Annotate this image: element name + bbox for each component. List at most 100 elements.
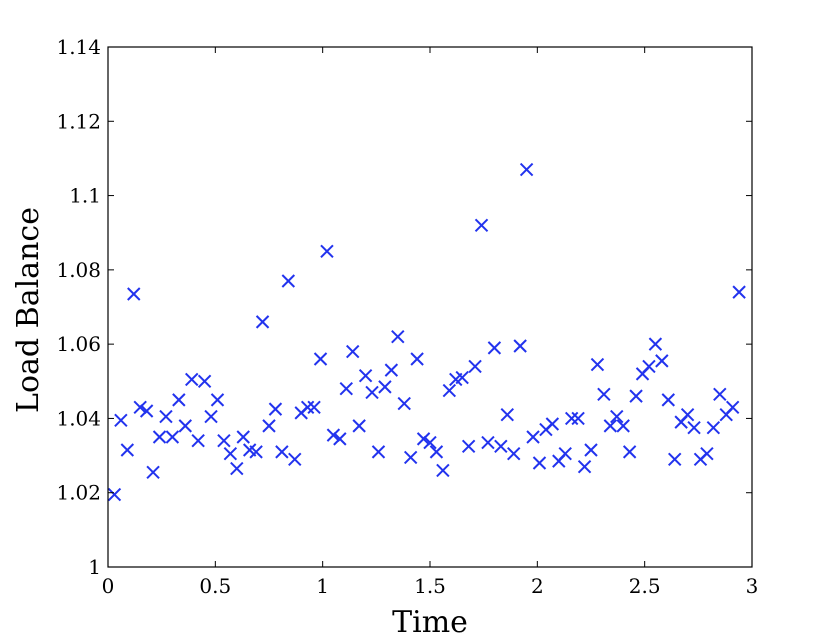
scatter-points: [107, 162, 746, 502]
data-point: [114, 413, 128, 427]
data-point: [622, 445, 637, 459]
data-point: [152, 430, 167, 444]
y-tick-label: 1.04: [56, 406, 101, 430]
data-point: [300, 400, 315, 414]
data-point: [365, 385, 379, 400]
data-point: [648, 337, 663, 351]
data-point: [532, 456, 547, 470]
y-tick-label: 1.14: [56, 35, 101, 59]
data-point: [346, 344, 360, 359]
data-point: [455, 370, 469, 385]
data-point: [571, 411, 585, 426]
data-point: [461, 439, 476, 453]
data-point: [668, 452, 682, 466]
x-tick-label: 2: [531, 574, 544, 598]
data-point: [223, 447, 238, 461]
data-point: [629, 389, 643, 403]
x-tick-label: 0.5: [199, 574, 231, 598]
data-point: [661, 393, 675, 407]
data-point: [416, 432, 431, 446]
data-point: [352, 419, 366, 433]
data-point: [500, 408, 514, 422]
y-tick-label: 1.1: [69, 184, 101, 208]
data-point: [210, 393, 225, 407]
data-point: [384, 363, 399, 377]
data-point: [185, 372, 199, 387]
data-point: [204, 409, 218, 424]
data-point: [262, 419, 276, 433]
data-point: [275, 445, 289, 459]
data-point: [429, 445, 444, 459]
data-point: [236, 430, 250, 444]
plot-background: [108, 47, 752, 567]
y-tick-label: 1.08: [56, 258, 101, 282]
data-point: [139, 404, 154, 418]
data-point: [519, 162, 534, 177]
data-point: [397, 396, 411, 411]
data-point: [725, 400, 740, 414]
data-point: [590, 357, 605, 372]
data-point: [700, 447, 714, 461]
data-point: [410, 352, 424, 366]
data-point: [255, 315, 270, 329]
data-point: [610, 409, 624, 424]
data-point: [616, 419, 630, 433]
y-tick-label: 1.12: [56, 109, 101, 133]
data-point: [127, 287, 141, 301]
data-point: [191, 434, 205, 448]
data-point: [732, 285, 746, 299]
data-point: [545, 417, 560, 431]
data-point: [584, 443, 598, 457]
data-point: [159, 409, 173, 424]
data-point: [358, 369, 373, 383]
data-point: [487, 341, 502, 355]
x-tick-label: 1.5: [414, 574, 446, 598]
x-tick-label: 0: [102, 574, 115, 598]
data-point: [436, 463, 450, 478]
data-point: [288, 452, 302, 466]
data-point: [468, 359, 482, 374]
data-point: [268, 402, 283, 416]
data-point: [577, 460, 592, 474]
x-tick-label: 1: [316, 574, 329, 598]
y-tick-label: 1.02: [56, 481, 101, 505]
data-point: [558, 447, 572, 461]
data-point: [133, 400, 147, 414]
data-point: [474, 218, 489, 232]
data-point: [680, 408, 695, 422]
data-point: [481, 435, 495, 450]
data-point: [713, 387, 727, 401]
y-axis-label: Load Balance: [11, 207, 46, 413]
data-point: [391, 330, 405, 344]
data-point: [687, 421, 701, 435]
data-point: [526, 430, 540, 444]
data-point: [120, 443, 135, 457]
y-axis-ticks: 1 1.02 1.04 1.06 1.08 1.1 1.12 1.14: [56, 35, 752, 579]
data-point: [423, 435, 437, 450]
data-point: [313, 352, 328, 366]
data-point: [230, 461, 244, 476]
data-point: [603, 419, 618, 433]
data-point: [655, 354, 669, 368]
data-point: [403, 450, 418, 465]
y-tick-label: 1.06: [56, 332, 101, 356]
data-point: [371, 445, 386, 459]
x-tick-label: 2.5: [629, 574, 661, 598]
data-point: [339, 382, 353, 396]
data-point: [333, 432, 347, 446]
data-point: [146, 465, 160, 479]
data-point: [564, 411, 579, 426]
data-point: [178, 419, 192, 433]
x-axis-label: Time: [392, 605, 468, 640]
data-point: [378, 380, 392, 394]
plot-frame: [107, 46, 753, 568]
data-point: [442, 383, 457, 398]
data-point: [172, 393, 186, 407]
data-point: [494, 439, 508, 453]
data-point: [307, 400, 321, 414]
data-point: [513, 339, 527, 353]
data-point: [249, 445, 263, 459]
y-tick-label: 1: [88, 555, 101, 579]
data-point: [326, 428, 341, 442]
